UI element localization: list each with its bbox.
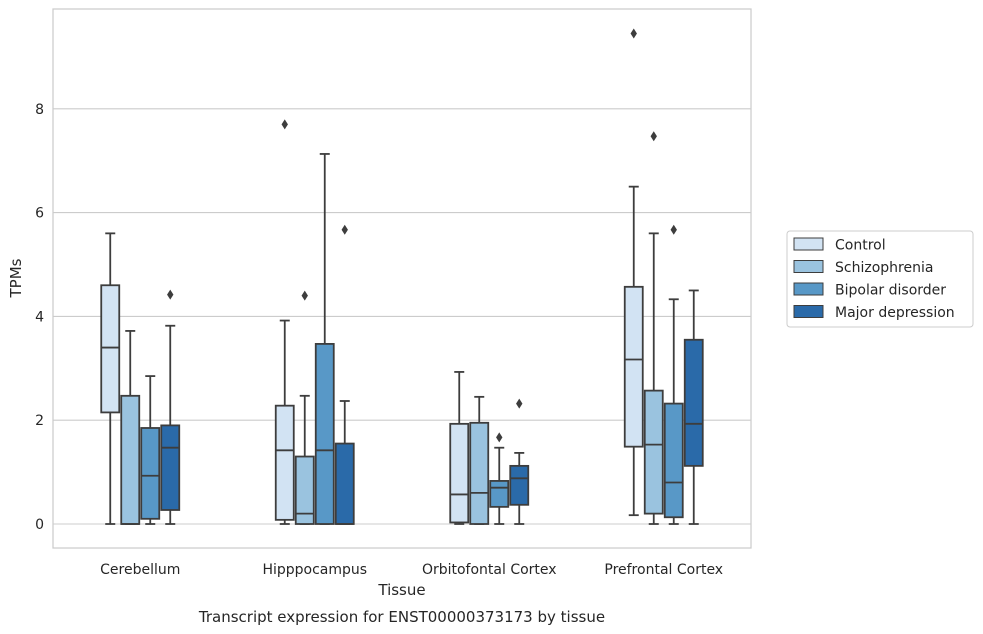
outlier-point <box>650 131 657 142</box>
box-body <box>334 442 355 525</box>
box-schizophrenia <box>294 290 315 525</box>
box-major-depression <box>683 289 704 525</box>
box-control <box>100 232 121 525</box>
box-major-depression <box>160 289 181 525</box>
legend-swatch <box>793 260 824 273</box>
box-body <box>449 422 470 524</box>
box-body <box>274 404 295 521</box>
y-tick-label: 6 <box>35 206 44 222</box>
box-body <box>160 424 181 511</box>
outlier-point <box>281 119 288 130</box>
y-axis-title: TPMs <box>7 258 25 298</box>
box-body <box>509 464 530 506</box>
outlier-point <box>670 224 677 235</box>
box-body <box>489 480 510 508</box>
box-major-depression <box>509 398 530 525</box>
outlier-point <box>516 398 523 409</box>
box-body <box>140 427 161 520</box>
plot-area-frame <box>52 8 752 549</box>
x-tick-labels: Cerebellum Hipppocampus Orbitofontal Corte… <box>100 562 723 578</box>
box-body <box>294 455 315 525</box>
box-major-depression <box>334 224 355 525</box>
box-body <box>683 338 704 467</box>
x-tick-label: Cerebellum <box>100 562 180 578</box>
x-tick-label: Prefrontal Cortex <box>604 562 723 578</box>
chart-caption: Transcript expression for ENST0000037317… <box>198 608 605 626</box>
outlier-point <box>167 289 174 300</box>
box-schizophrenia <box>643 131 664 525</box>
x-axis-title: Tissue <box>377 581 425 599</box>
legend: Control Schizophrenia Bipolar disorder Majo… <box>786 230 974 328</box>
y-tick-label: 4 <box>35 309 44 325</box>
box-body <box>100 284 121 414</box>
y-tick-label: 8 <box>35 102 44 118</box>
box-control <box>623 28 644 517</box>
box-control <box>449 371 470 525</box>
x-tick-label: Orbitofontal Cortex <box>422 562 557 578</box>
y-tick-label: 0 <box>35 517 44 533</box>
box-schizophrenia <box>469 395 490 525</box>
box-body <box>643 389 664 515</box>
box-body <box>469 421 490 525</box>
legend-label: Bipolar disorder <box>835 283 946 299</box>
box-schizophrenia <box>120 330 141 525</box>
box-bipolar-disorder <box>489 432 510 525</box>
box-body <box>120 394 141 525</box>
box-bipolar-disorder <box>314 153 335 525</box>
outlier-point <box>301 290 308 301</box>
legend-swatch <box>793 282 824 296</box>
legend-label: Major depression <box>835 305 955 321</box>
box-body <box>623 285 644 448</box>
box-body <box>663 402 684 519</box>
x-tick-label: Hipppocampus <box>262 562 367 578</box>
legend-label: Schizophrenia <box>835 260 933 276</box>
legend-label: Control <box>835 238 886 254</box>
box-bipolar-disorder <box>663 224 684 525</box>
legend-swatch <box>793 237 824 251</box>
box-layer <box>100 28 704 525</box>
outlier-point <box>341 224 348 235</box>
legend-swatch <box>793 305 824 318</box>
outlier-point <box>496 432 503 443</box>
y-tick-labels: 0 2 4 6 8 <box>35 102 44 533</box>
box-control <box>274 119 295 525</box>
box-bipolar-disorder <box>140 375 161 525</box>
y-tick-label: 2 <box>35 413 44 429</box>
legend-frame <box>786 230 974 328</box>
box-body <box>314 343 335 525</box>
outlier-point <box>630 28 637 39</box>
